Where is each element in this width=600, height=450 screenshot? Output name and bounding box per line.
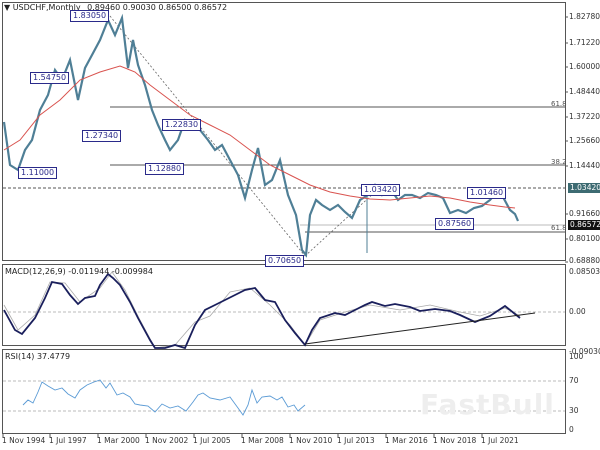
symbol-header: ▼ USDCHF,Monthly 0.89460 0.90030 0.86500… [4,3,227,12]
y-tick: 1.37220 [569,112,600,121]
collapse-triangle-icon[interactable]: ▼ [4,3,11,12]
rsi-y-tick: 70 [569,376,579,385]
annotation-high: 1.54750 [30,72,70,84]
fib-label: 38.2 [551,158,567,166]
level-price-tag: 1.03420 [568,183,600,193]
macd-y-tick: 0.085032 [569,267,600,276]
x-tick: 1 Nov 2010 [289,436,333,445]
x-tick: 1 Nov 1994 [2,436,46,445]
fib-label: 61.8 [551,100,567,108]
x-tick: 1 Jul 2005 [193,436,231,445]
ohlc-values: 0.89460 0.90030 0.86500 0.86572 [87,3,228,12]
y-tick: 1.14440 [569,161,600,170]
x-tick: 1 Jul 2021 [481,436,519,445]
y-tick: 1.71220 [569,38,600,47]
x-tick: 1 Mar 2000 [97,436,140,445]
rsi-y-tick: 100 [569,352,584,361]
rsi-title: RSI(14) 37.4779 [5,352,71,361]
y-tick: 1.60000 [569,62,600,71]
annotation-low: 1.12880 [145,163,185,175]
annotation-high: 1.03420 [361,184,401,196]
macd-y-tick: -0.090302 [569,347,600,356]
y-tick: 1.82780 [569,12,600,21]
annotation-low: 0.70650 [265,255,305,267]
macd-pane[interactable] [2,264,566,346]
y-tick: 0.80100 [569,234,600,243]
macd-y-tick: 0.00 [569,307,586,316]
symbol-label: USDCHF,Monthly [12,3,81,12]
macd-title: MACD(12,26,9) -0.011944 -0.009984 [5,267,153,276]
x-tick: 1 Mar 2016 [385,436,428,445]
annotation-low: 1.11000 [18,167,58,179]
y-tick: 0.91660 [569,209,600,218]
rsi-y-tick: 30 [569,406,579,415]
annotation-high: 1.22830 [162,119,202,131]
y-tick: 1.48440 [569,87,600,96]
annotation-high: 1.83050 [70,10,110,22]
x-tick: 1 Nov 2018 [433,436,477,445]
x-tick: 1 Mar 2008 [241,436,284,445]
annotation-low: 0.87560 [435,218,475,230]
rsi-pane[interactable] [2,349,566,434]
rsi-y-tick: 0 [569,425,574,434]
watermark-logo: FastBull [420,388,555,421]
annotation-low: 1.27340 [82,130,122,142]
annotation-high: 1.01460 [467,187,507,199]
x-tick: 1 Jul 2013 [337,436,375,445]
x-tick: 1 Nov 2002 [145,436,189,445]
y-tick: 1.25660 [569,136,600,145]
current-price-tag: 0.86572 [568,220,600,230]
x-tick: 1 Jul 1997 [49,436,87,445]
fib-label: 61.8 [551,224,567,232]
y-tick: 0.68880 [569,256,600,265]
